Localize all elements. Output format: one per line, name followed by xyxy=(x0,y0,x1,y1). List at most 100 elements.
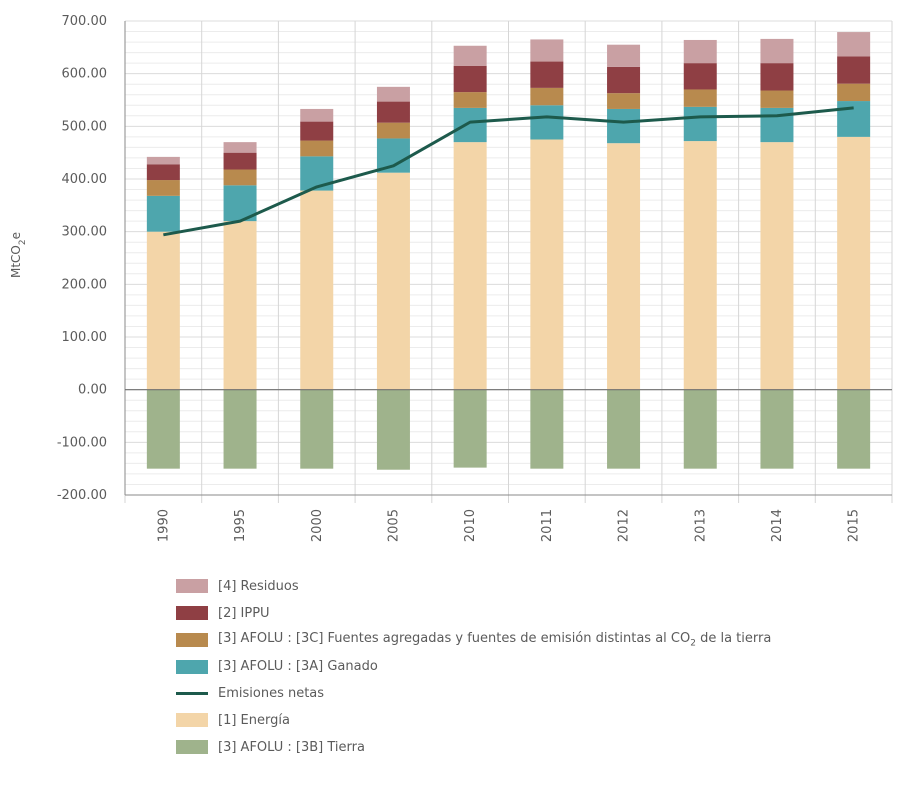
legend-label-ippu: [2] IPPU xyxy=(218,605,270,621)
bar-3-afolu-3a-ganado-2010 xyxy=(453,107,487,143)
y-tick-label: 400.00 xyxy=(62,172,108,187)
chart-plot: 700.00 600.00 500.00 400.00 300.00 200.00 100.… xyxy=(9,14,893,542)
bar-3-afolu-3c-fuentes-agregadas-y-fuentes-de-emisi-n-distintas-al-co2-de-la-tierra-2013 xyxy=(683,89,717,107)
bar-2-ippu-2015 xyxy=(837,56,871,84)
bar-3-afolu-3c-fuentes-agregadas-y-fuentes-de-emisi-n-distintas-al-co2-de-la-tierra-1995 xyxy=(223,169,257,186)
legend-item-residuos: [4] Residuos xyxy=(176,573,771,600)
bar-1-energ-a-1995 xyxy=(223,221,257,390)
x-tick-label-2015: 2015 xyxy=(847,509,862,542)
bar-3-afolu-3a-ganado-2012 xyxy=(607,108,641,144)
legend-swatch-ippu xyxy=(176,606,208,621)
legend-item-emisiones-netas: Emisiones netas xyxy=(176,680,771,707)
y-axis-title: MtCO2e xyxy=(9,232,28,278)
x-tick-label-1995: 1995 xyxy=(233,509,248,542)
bar-1-energ-a-2005 xyxy=(376,172,410,390)
bar-4-residuos-2014 xyxy=(760,38,794,64)
bar-3-afolu-3b-tierra-1995 xyxy=(223,389,257,469)
y-tick-label: 0.00 xyxy=(78,383,107,398)
legend-item-ippu: [2] IPPU xyxy=(176,600,771,627)
y-tick-label: 600.00 xyxy=(62,67,108,82)
bar-1-energ-a-2012 xyxy=(607,143,641,390)
bar-3-afolu-3c-fuentes-agregadas-y-fuentes-de-emisi-n-distintas-al-co2-de-la-tierra-2010 xyxy=(453,92,487,108)
bar-1-energ-a-2013 xyxy=(683,141,717,390)
bar-1-energ-a-2011 xyxy=(530,139,564,390)
y-tick-label: 500.00 xyxy=(62,119,108,134)
legend-item-energia: [1] Energía xyxy=(176,707,771,734)
x-tick-label-2011: 2011 xyxy=(540,509,555,542)
bar-3-afolu-3c-fuentes-agregadas-y-fuentes-de-emisi-n-distintas-al-co2-de-la-tierra-2000 xyxy=(300,140,334,157)
bar-4-residuos-2013 xyxy=(683,39,717,64)
legend-label-residuos: [4] Residuos xyxy=(218,578,299,594)
bar-2-ippu-1995 xyxy=(223,152,257,170)
bar-4-residuos-2012 xyxy=(607,44,641,67)
bar-3-afolu-3a-ganado-2014 xyxy=(760,107,794,143)
bar-3-afolu-3b-tierra-1990 xyxy=(146,389,180,469)
bar-3-afolu-3b-tierra-2010 xyxy=(453,389,487,468)
x-tick-label-2000: 2000 xyxy=(310,509,325,542)
bar-3-afolu-3a-ganado-2013 xyxy=(683,106,717,142)
bar-2-ippu-2013 xyxy=(683,63,717,90)
bar-3-afolu-3c-fuentes-agregadas-y-fuentes-de-emisi-n-distintas-al-co2-de-la-tierra-2005 xyxy=(376,122,410,139)
y-tick-label: -200.00 xyxy=(57,488,107,503)
bar-3-afolu-3c-fuentes-agregadas-y-fuentes-de-emisi-n-distintas-al-co2-de-la-tierra-2012 xyxy=(607,93,641,109)
bar-3-afolu-3b-tierra-2012 xyxy=(607,389,641,469)
y-tick-label: 700.00 xyxy=(62,14,108,29)
bar-1-energ-a-1990 xyxy=(146,231,180,390)
net-emissions-line xyxy=(163,106,854,237)
bar-1-energ-a-2014 xyxy=(760,142,794,390)
bar-4-residuos-2010 xyxy=(453,45,487,66)
bar-2-ippu-2012 xyxy=(607,66,641,94)
bar-3-afolu-3b-tierra-2014 xyxy=(760,389,794,469)
bar-3-afolu-3b-tierra-2005 xyxy=(376,389,410,470)
bar-1-energ-a-2000 xyxy=(300,190,334,390)
legend-label-tierra: [3] AFOLU : [3B] Tierra xyxy=(218,739,365,755)
legend-item-tierra: [3] AFOLU : [3B] Tierra xyxy=(176,734,771,761)
x-tick-label-2012: 2012 xyxy=(617,509,632,542)
y-tick-label: 100.00 xyxy=(62,330,108,345)
bar-3-afolu-3c-fuentes-agregadas-y-fuentes-de-emisi-n-distintas-al-co2-de-la-tierra-2011 xyxy=(530,87,564,106)
bar-4-residuos-2005 xyxy=(376,86,410,102)
bars xyxy=(146,32,871,470)
legend-item-afolu-3c: [3] AFOLU : [3C] Fuentes agregadas y fue… xyxy=(176,627,771,654)
bar-3-afolu-3a-ganado-2015 xyxy=(837,101,871,137)
bar-1-energ-a-2015 xyxy=(837,136,871,390)
axes xyxy=(124,21,892,496)
bar-2-ippu-2005 xyxy=(376,101,410,123)
legend-swatch-afolu-3c xyxy=(176,632,208,647)
legend-label-afolu-3c: [3] AFOLU : [3C] Fuentes agregadas y fue… xyxy=(218,631,772,649)
legend-swatch-energia xyxy=(176,713,208,728)
bar-3-afolu-3c-fuentes-agregadas-y-fuentes-de-emisi-n-distintas-al-co2-de-la-tierra-1990 xyxy=(146,180,180,196)
x-tick-label-2014: 2014 xyxy=(770,509,785,542)
bar-3-afolu-3c-fuentes-agregadas-y-fuentes-de-emisi-n-distintas-al-co2-de-la-tierra-2015 xyxy=(837,83,871,102)
y-tick-label: 200.00 xyxy=(62,277,108,292)
net-emissions-polyline xyxy=(163,106,854,237)
legend-label-energia: [1] Energía xyxy=(218,712,290,728)
bar-2-ippu-2010 xyxy=(453,65,487,93)
x-tick-label-1990: 1990 xyxy=(156,509,171,542)
legend-item-ganado: [3] AFOLU : [3A] Ganado xyxy=(176,653,771,680)
x-tick-label-2005: 2005 xyxy=(386,509,401,542)
bar-3-afolu-3a-ganado-1990 xyxy=(146,195,180,232)
x-tick-label-2013: 2013 xyxy=(693,509,708,542)
bar-3-afolu-3b-tierra-2015 xyxy=(837,389,871,469)
bar-3-afolu-3c-fuentes-agregadas-y-fuentes-de-emisi-n-distintas-al-co2-de-la-tierra-2014 xyxy=(760,90,794,108)
legend-swatch-residuos xyxy=(176,579,208,594)
bar-1-energ-a-2010 xyxy=(453,142,487,390)
legend-swatch-tierra xyxy=(176,740,208,755)
bar-4-residuos-2011 xyxy=(530,39,564,62)
bar-3-afolu-3b-tierra-2000 xyxy=(300,389,334,469)
bar-3-afolu-3b-tierra-2011 xyxy=(530,389,564,469)
legend-label-ganado: [3] AFOLU : [3A] Ganado xyxy=(218,659,378,675)
bar-3-afolu-3a-ganado-2011 xyxy=(530,105,564,140)
legend: [4] Residuos [2] IPPU [3] AFOLU : [3C] F… xyxy=(176,573,771,761)
bar-2-ippu-2011 xyxy=(530,61,564,88)
y-tick-label: -100.00 xyxy=(57,435,107,450)
bar-4-residuos-2000 xyxy=(300,108,334,122)
bar-3-afolu-3b-tierra-2013 xyxy=(683,389,717,469)
bar-2-ippu-2014 xyxy=(760,63,794,91)
bar-4-residuos-2015 xyxy=(837,32,871,57)
bar-2-ippu-1990 xyxy=(146,164,180,181)
x-tick-label-2010: 2010 xyxy=(463,509,478,542)
legend-swatch-ganado xyxy=(176,659,208,674)
bar-4-residuos-1990 xyxy=(146,156,180,165)
